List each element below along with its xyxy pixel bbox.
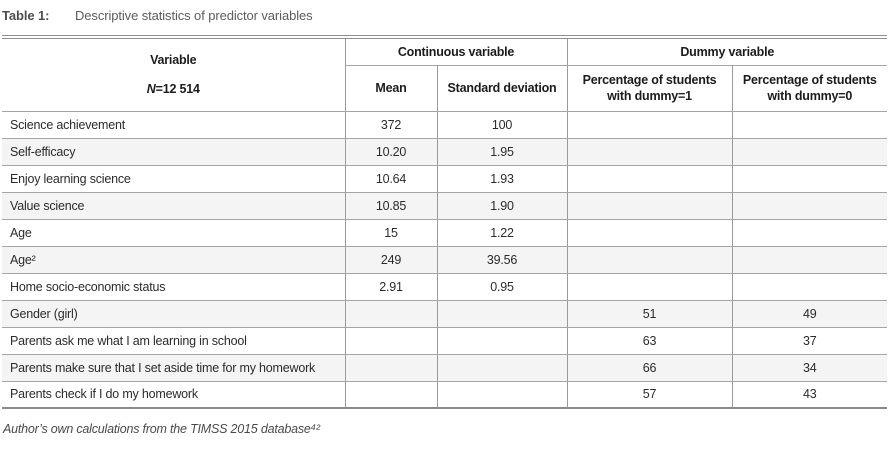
cell-mean: 372 bbox=[344, 111, 437, 139]
cell-mean: 10.64 bbox=[344, 165, 437, 193]
cell-sd: 1.93 bbox=[436, 165, 568, 193]
cell-sd: 1.90 bbox=[436, 192, 568, 220]
table-row: Age² 249 39.56 bbox=[2, 246, 887, 274]
cell-mean: 10.20 bbox=[344, 138, 437, 166]
cell-dummy0 bbox=[731, 219, 887, 247]
column-header-mean: Mean bbox=[344, 65, 437, 112]
group-header-continuous: Continuous variable bbox=[344, 39, 568, 66]
table-title-label: Table 1: bbox=[2, 8, 50, 23]
cell-mean: 2.91 bbox=[344, 273, 437, 301]
cell-dummy1: 66 bbox=[566, 354, 733, 382]
cell-dummy1 bbox=[566, 246, 733, 274]
cell-dummy0 bbox=[731, 192, 887, 220]
cell-variable: Parents make sure that I set aside time … bbox=[2, 354, 345, 382]
n-value: =12 514 bbox=[155, 82, 200, 97]
cell-dummy0: 37 bbox=[731, 327, 887, 355]
cell-dummy1 bbox=[566, 138, 733, 166]
cell-sd: 0.95 bbox=[436, 273, 568, 301]
cell-sd: 39.56 bbox=[436, 246, 568, 274]
top-double-rule bbox=[2, 35, 887, 39]
cell-sd bbox=[436, 381, 568, 409]
cell-dummy1 bbox=[566, 219, 733, 247]
table-row: Age 15 1.22 bbox=[2, 219, 887, 247]
table-row: Parents make sure that I set aside time … bbox=[2, 354, 887, 382]
cell-mean: 10.85 bbox=[344, 192, 437, 220]
cell-sd: 1.95 bbox=[436, 138, 568, 166]
cell-dummy0 bbox=[731, 165, 887, 193]
cell-variable: Self-efficacy bbox=[2, 138, 345, 166]
cell-mean bbox=[344, 381, 437, 409]
cell-variable: Age bbox=[2, 219, 345, 247]
table-title-text: Descriptive statistics of predictor vari… bbox=[75, 8, 313, 23]
cell-mean bbox=[344, 354, 437, 382]
cell-variable: Science achievement bbox=[2, 111, 345, 139]
cell-dummy1: 57 bbox=[566, 381, 733, 409]
cell-dummy0 bbox=[731, 246, 887, 274]
table-row: Self-efficacy 10.20 1.95 bbox=[2, 138, 887, 166]
cell-dummy0 bbox=[731, 138, 887, 166]
cell-dummy1: 63 bbox=[566, 327, 733, 355]
cell-dummy0 bbox=[731, 273, 887, 301]
table-row: Value science 10.85 1.90 bbox=[2, 192, 887, 220]
cell-dummy0: 49 bbox=[731, 300, 887, 328]
cell-sd: 1.22 bbox=[436, 219, 568, 247]
cell-dummy0 bbox=[731, 111, 887, 139]
column-header-dummy0: Percentage of students with dummy=0 bbox=[731, 65, 887, 112]
table-row: Home socio-economic status 2.91 0.95 bbox=[2, 273, 887, 301]
cell-dummy1 bbox=[566, 192, 733, 220]
cell-dummy1 bbox=[566, 273, 733, 301]
cell-sd bbox=[436, 354, 568, 382]
cell-sd bbox=[436, 300, 568, 328]
header-group-row: Variable N=12 514 Continuous variable Du… bbox=[2, 39, 887, 112]
table-row: Gender (girl) 51 49 bbox=[2, 300, 887, 328]
cell-dummy1: 51 bbox=[566, 300, 733, 328]
cell-dummy0: 43 bbox=[731, 381, 887, 409]
cell-mean: 15 bbox=[344, 219, 437, 247]
table-row: Enjoy learning science 10.64 1.93 bbox=[2, 165, 887, 193]
cell-variable: Home socio-economic status bbox=[2, 273, 345, 301]
group-header-dummy: Dummy variable bbox=[566, 39, 887, 66]
cell-sd bbox=[436, 327, 568, 355]
table-title: Table 1: Descriptive statistics of predi… bbox=[2, 8, 887, 26]
header-sub-row: Mean Standard deviation Percentage of st… bbox=[2, 65, 887, 112]
cell-dummy1 bbox=[566, 111, 733, 139]
cell-variable: Parents check if I do my homework bbox=[2, 381, 345, 409]
table-row: Science achievement 372 100 bbox=[2, 111, 887, 139]
cell-mean: 249 bbox=[344, 246, 437, 274]
cell-mean bbox=[344, 300, 437, 328]
variable-column-header: Variable N=12 514 bbox=[2, 39, 345, 112]
cell-variable: Gender (girl) bbox=[2, 300, 345, 328]
source-footnote: Author’s own calculations from the TIMSS… bbox=[3, 422, 320, 436]
n-symbol: N bbox=[146, 82, 156, 97]
cell-sd: 100 bbox=[436, 111, 568, 139]
cell-variable: Enjoy learning science bbox=[2, 165, 345, 193]
cell-variable: Value science bbox=[2, 192, 345, 220]
column-header-sd: Standard deviation bbox=[436, 65, 568, 112]
sample-size-label: N=12 514 bbox=[147, 81, 200, 97]
descriptive-statistics-table: Variable N=12 514 Continuous variable Du… bbox=[2, 39, 887, 409]
cell-variable: Age² bbox=[2, 246, 345, 274]
cell-mean bbox=[344, 327, 437, 355]
cell-variable: Parents ask me what I am learning in sch… bbox=[2, 327, 345, 355]
variable-header-label: Variable bbox=[150, 53, 197, 67]
column-header-dummy1: Percentage of students with dummy=1 bbox=[566, 65, 733, 112]
cell-dummy1 bbox=[566, 165, 733, 193]
table-row: Parents check if I do my homework 57 43 bbox=[2, 381, 887, 409]
table-row: Parents ask me what I am learning in sch… bbox=[2, 327, 887, 355]
cell-dummy0: 34 bbox=[731, 354, 887, 382]
